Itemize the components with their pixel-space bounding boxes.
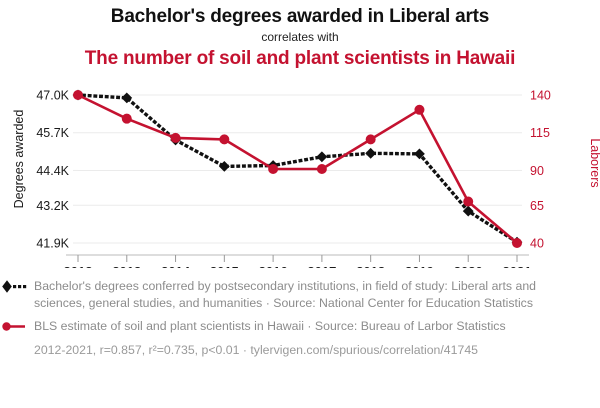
right-ytick-label: 90	[530, 164, 544, 178]
xtick-label: 2017	[307, 264, 336, 268]
data-point-marker	[218, 160, 230, 172]
data-point-marker	[414, 104, 425, 115]
xtick-label: 2013	[112, 264, 141, 268]
xtick-label: 2015	[210, 264, 239, 268]
page-subtitle: The number of soil and plant scientists …	[84, 48, 516, 69]
data-point-marker	[462, 205, 474, 217]
data-point-marker	[365, 147, 377, 159]
data-point-marker	[170, 132, 181, 143]
series-line	[76, 93, 520, 245]
legend-label-laborers: BLS estimate of soil and plant scientist…	[34, 319, 506, 333]
xtick-label: 2012	[64, 264, 93, 268]
series-line	[76, 93, 519, 245]
left-ytick-label: 47.0K	[36, 89, 69, 103]
correlates-with-label: correlates with	[261, 30, 339, 44]
data-point-marker	[219, 134, 230, 145]
left-axis-title: Degrees awarded	[12, 109, 26, 209]
right-ytick-label: 65	[530, 199, 544, 213]
left-ytick-label: 43.2K	[36, 199, 69, 213]
data-point-marker	[316, 164, 327, 174]
xtick-label: 2014	[161, 264, 191, 268]
data-point-marker	[463, 196, 474, 207]
data-point-marker	[512, 238, 522, 248]
legend-label-degrees: Bachelor's degrees conferred by postseco…	[34, 279, 537, 310]
xtick-label: 2016	[259, 264, 288, 268]
left-ytick-label: 45.7K	[36, 126, 69, 140]
data-point-marker	[316, 151, 328, 163]
chart-titles: Bachelor's degrees awarded in Liberal ar…	[0, 0, 600, 71]
xtick-label: 2020	[454, 264, 483, 268]
legend-item-laborers: BLS estimate of soil and plant scientist…	[0, 318, 600, 335]
correlation-line-chart: 47.0K 140 45.7K 115 44.4K 90 43.2K 65 41.9K 40 201…	[36, 89, 551, 269]
data-point-marker	[365, 134, 376, 145]
data-point-marker	[414, 148, 425, 160]
left-ytick-label: 44.4K	[36, 164, 69, 178]
chart-plot-area: 47.0K 140 45.7K 115 44.4K 90 43.2K 65 41.9K 40 201…	[0, 78, 600, 269]
right-ytick-label: 115	[530, 126, 550, 140]
data-point-marker	[73, 90, 83, 100]
diamond-dotted-marker-icon	[0, 278, 34, 295]
data-point-marker	[268, 164, 279, 174]
right-axis-title: Laborers	[588, 138, 600, 188]
chart-legend: Bachelor's degrees conferred by postseco…	[0, 278, 600, 359]
circle-solid-marker-icon	[0, 318, 34, 335]
right-ytick-label: 140	[530, 89, 551, 103]
correlation-stats-footer: 2012-2021, r=0.857, r²=0.735, p<0.01 · t…	[34, 343, 478, 357]
data-point-marker	[121, 92, 133, 104]
page-title: Bachelor's degrees awarded in Liberal ar…	[110, 6, 490, 27]
xtick-label: 2019	[405, 264, 434, 268]
data-point-marker	[121, 113, 132, 124]
right-ytick-label: 40	[530, 237, 544, 251]
xtick-label: 2018	[356, 264, 385, 268]
xtick-label: 2021	[503, 264, 532, 268]
left-ytick-label: 41.9K	[36, 237, 69, 251]
legend-item-degrees: Bachelor's degrees conferred by postseco…	[0, 278, 600, 311]
